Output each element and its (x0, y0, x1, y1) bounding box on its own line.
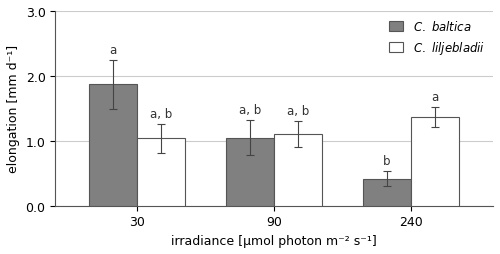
Text: a, b: a, b (150, 108, 172, 121)
Text: a, b: a, b (287, 104, 309, 117)
Y-axis label: elongation [mm d⁻¹]: elongation [mm d⁻¹] (7, 45, 20, 173)
Text: b: b (384, 154, 391, 167)
Text: a, b: a, b (239, 104, 262, 117)
Legend: $\it{C.\ baltica}$, $\it{C.\ liljebladii}$: $\it{C.\ baltica}$, $\it{C.\ liljebladii… (384, 15, 490, 61)
Text: a: a (432, 91, 438, 104)
Text: a: a (110, 44, 117, 57)
Bar (363, 179, 411, 206)
Bar (274, 134, 322, 206)
Bar (138, 139, 185, 206)
X-axis label: irradiance [μmol photon m⁻² s⁻¹]: irradiance [μmol photon m⁻² s⁻¹] (172, 234, 377, 247)
Bar (411, 117, 459, 206)
Bar (90, 85, 138, 206)
Bar (226, 138, 274, 206)
